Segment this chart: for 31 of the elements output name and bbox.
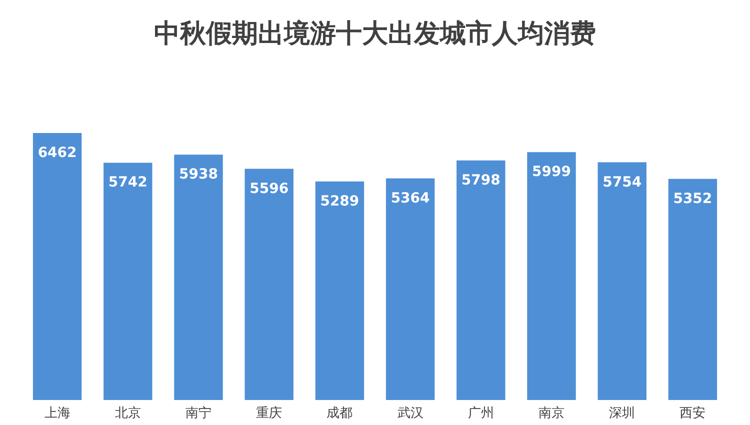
bar — [174, 154, 223, 400]
bar — [456, 160, 506, 400]
data-label: 5754 — [602, 174, 642, 190]
data-label: 5742 — [108, 174, 148, 191]
data-label: 5798 — [461, 172, 500, 188]
x-tick-label: 武汉 — [397, 406, 424, 421]
x-tick-label: 广州 — [468, 406, 494, 421]
x-tick-label: 深圳 — [609, 406, 636, 421]
x-tick-label: 上海 — [44, 406, 70, 421]
x-tick-label: 北京 — [114, 406, 141, 421]
bar — [32, 133, 82, 400]
data-label: 5999 — [532, 164, 571, 180]
data-label: 5364 — [390, 190, 430, 206]
bar — [104, 162, 152, 400]
data-label: 5938 — [179, 166, 218, 183]
x-tick-label: 南宁 — [186, 405, 212, 421]
x-tick-label: 西安 — [680, 405, 706, 421]
data-label: 5352 — [673, 190, 712, 207]
bar — [386, 178, 435, 400]
x-tick-label: 成都 — [326, 406, 353, 421]
bar — [668, 178, 718, 400]
bar — [315, 181, 364, 400]
bar — [598, 162, 646, 400]
chart-title: 中秋假期出境游十大出发城市人均消费 — [154, 19, 596, 49]
data-label: 6462 — [38, 145, 77, 161]
bar — [244, 168, 294, 400]
x-tick-label: 重庆 — [256, 406, 282, 421]
data-label: 5596 — [250, 180, 289, 197]
bar — [527, 152, 576, 400]
x-tick-label: 南京 — [538, 406, 564, 421]
data-label: 5289 — [320, 193, 360, 210]
